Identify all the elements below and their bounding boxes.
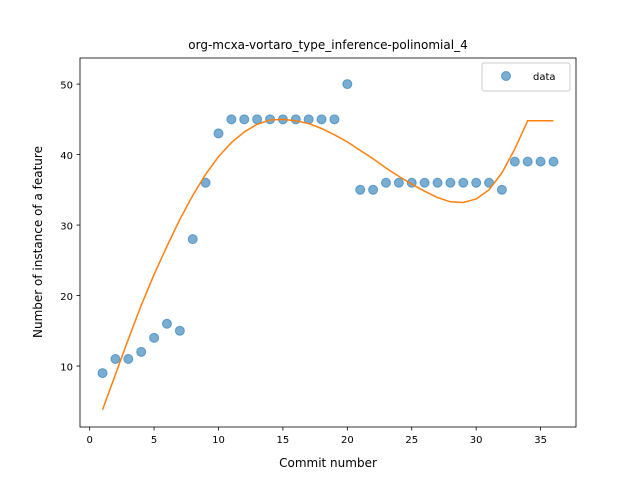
data-point xyxy=(433,178,442,187)
data-point xyxy=(330,115,339,124)
x-tick-label: 5 xyxy=(151,435,157,446)
legend-marker-data xyxy=(502,72,511,81)
data-point xyxy=(137,347,146,356)
y-axis-label: Number of instance of a feature xyxy=(31,146,45,338)
data-point xyxy=(162,319,171,328)
x-axis-label: Commit number xyxy=(279,456,377,470)
data-point xyxy=(472,178,481,187)
data-point xyxy=(150,333,159,342)
data-point xyxy=(175,326,184,335)
plot-area xyxy=(80,58,576,427)
data-point xyxy=(214,129,223,138)
data-point xyxy=(459,178,468,187)
x-tick-label: 20 xyxy=(341,435,354,446)
data-point xyxy=(317,115,326,124)
data-point xyxy=(124,354,133,363)
legend-frame xyxy=(482,63,570,91)
x-tick-label: 35 xyxy=(534,435,547,446)
chart-title: org-mcxa-vortaro_type_inference-polinomi… xyxy=(188,38,467,52)
x-tick-label: 0 xyxy=(86,435,92,446)
data-point xyxy=(497,185,506,194)
data-point xyxy=(523,157,532,166)
data-point xyxy=(227,115,236,124)
data-point xyxy=(420,178,429,187)
x-tick-label: 25 xyxy=(405,435,418,446)
data-point xyxy=(369,185,378,194)
y-tick-label: 40 xyxy=(60,151,73,162)
legend: data xyxy=(482,63,570,91)
x-tick-label: 15 xyxy=(277,435,290,446)
data-point xyxy=(240,115,249,124)
data-point xyxy=(549,157,558,166)
data-point xyxy=(111,354,120,363)
data-point xyxy=(356,185,365,194)
data-point xyxy=(536,157,545,166)
y-tick-label: 20 xyxy=(60,292,73,303)
legend-label-data: data xyxy=(533,72,556,83)
data-point xyxy=(343,80,352,89)
data-point xyxy=(98,369,107,378)
y-tick-label: 30 xyxy=(60,222,73,233)
x-tick-label: 10 xyxy=(212,435,225,446)
y-tick-label: 50 xyxy=(60,81,73,92)
x-tick-label: 30 xyxy=(470,435,483,446)
data-point xyxy=(446,178,455,187)
data-point xyxy=(291,115,300,124)
y-tick-label: 10 xyxy=(60,363,73,374)
data-point xyxy=(394,178,403,187)
data-point xyxy=(188,235,197,244)
data-point xyxy=(510,157,519,166)
data-point xyxy=(381,178,390,187)
